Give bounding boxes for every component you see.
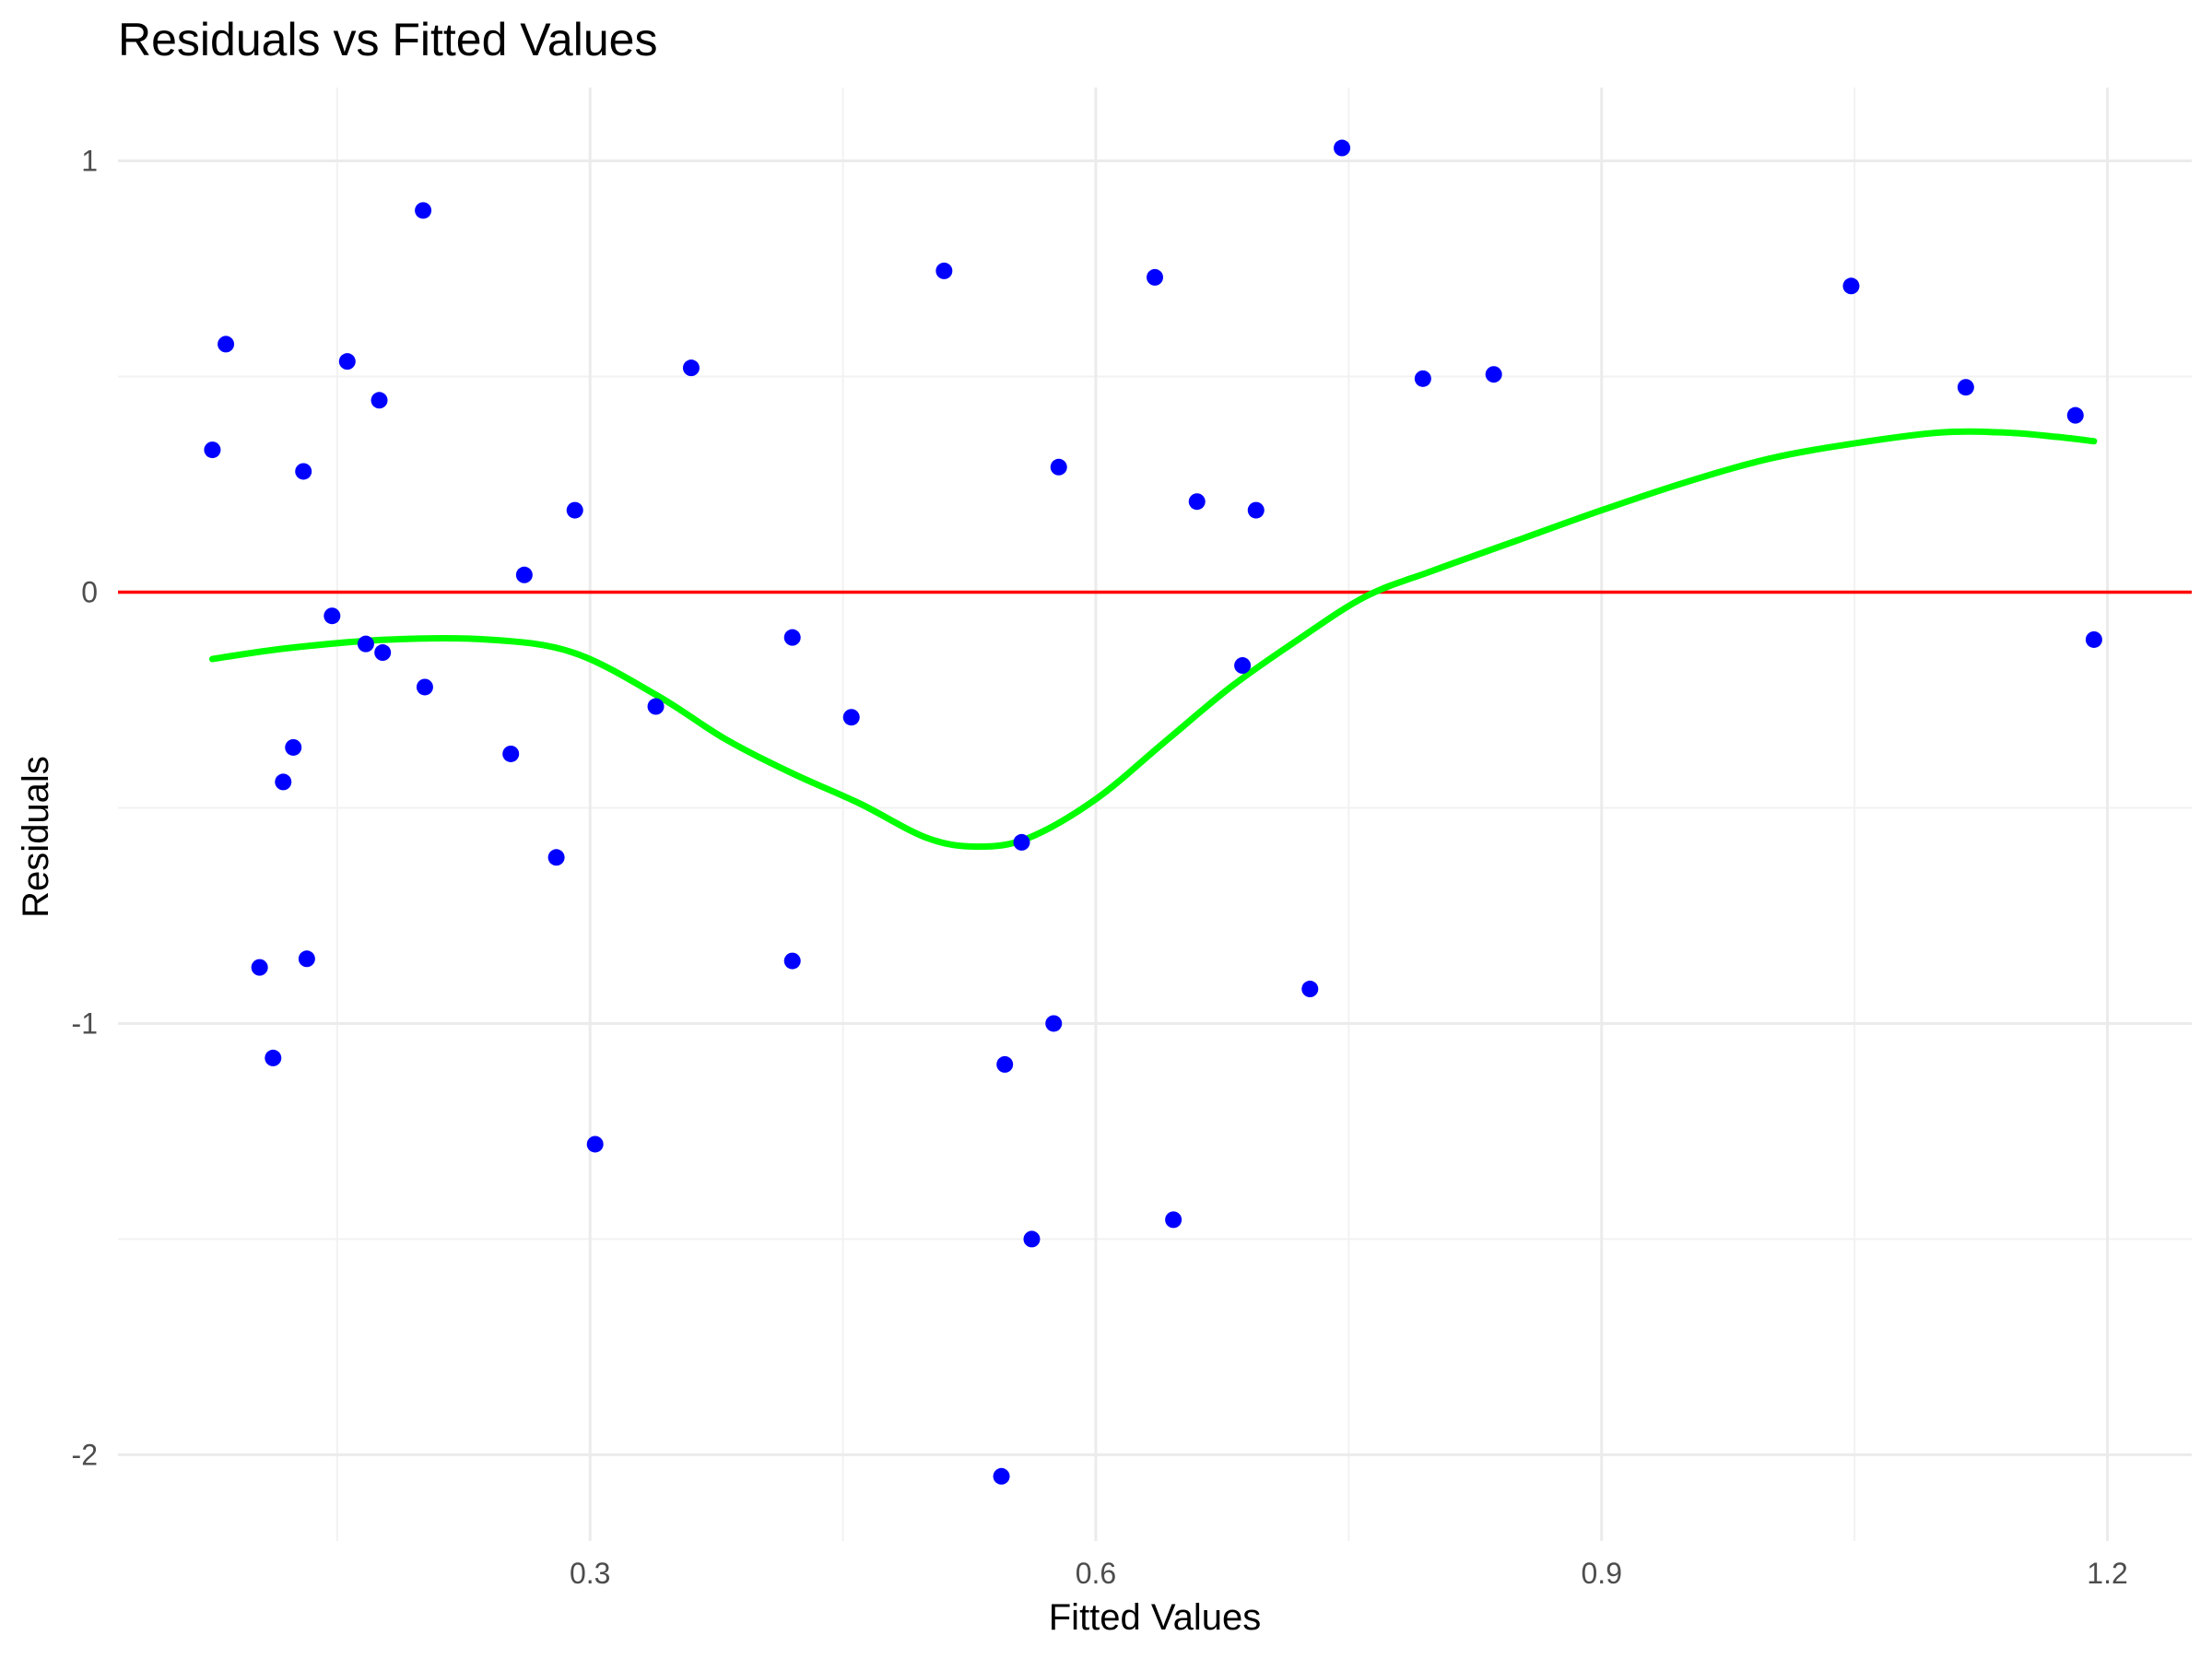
residual-point xyxy=(1247,501,1265,519)
residual-point xyxy=(285,738,302,756)
residual-point xyxy=(1414,370,1431,387)
residual-point xyxy=(783,952,801,970)
residual-point xyxy=(415,202,432,219)
residual-point xyxy=(324,607,341,625)
residual-point xyxy=(265,1049,282,1066)
residual-point xyxy=(566,501,583,519)
residual-point xyxy=(1301,981,1319,998)
residual-point xyxy=(2085,630,2102,648)
tick-labels: 0.3 0.6 0.9 1.2 -2 -1 0 1 xyxy=(72,145,2128,1590)
residual-point xyxy=(338,353,356,371)
residual-point xyxy=(298,950,315,968)
residual-point xyxy=(357,635,374,653)
residual-point xyxy=(204,441,221,459)
x-tick-label: 1.2 xyxy=(2087,1557,2127,1590)
residual-point xyxy=(371,392,388,409)
y-tick-label: 1 xyxy=(81,145,98,178)
smooth-trend-line xyxy=(208,428,2098,851)
smooth-line-group xyxy=(208,428,2098,851)
residual-point xyxy=(1165,1211,1182,1229)
residual-point xyxy=(1147,268,1163,286)
residual-point xyxy=(251,959,268,976)
y-tick-label: 0 xyxy=(81,576,98,609)
points-group xyxy=(204,139,2102,1485)
residual-point xyxy=(1188,493,1206,511)
residual-point xyxy=(993,1467,1010,1485)
residual-point xyxy=(295,463,312,480)
residual-point xyxy=(275,773,292,791)
residual-point xyxy=(1023,1230,1041,1248)
residual-point xyxy=(586,1135,604,1153)
y-axis-title: Residuals xyxy=(16,756,56,918)
residual-point xyxy=(935,262,953,279)
residual-point xyxy=(515,566,533,583)
x-tick-label: 0.6 xyxy=(1076,1557,1116,1590)
chart-title: Residuals vs Fitted Values xyxy=(118,14,657,65)
x-axis-title: Fitted Values xyxy=(1049,1597,1262,1638)
residual-point xyxy=(1050,458,1067,476)
residual-point xyxy=(996,1055,1014,1073)
x-tick-label: 0.3 xyxy=(570,1557,610,1590)
residual-point xyxy=(647,698,665,715)
residual-point xyxy=(1234,657,1252,675)
residual-point xyxy=(502,745,520,762)
residual-point xyxy=(218,335,235,353)
residual-point xyxy=(1842,277,1860,295)
y-tick-label: -1 xyxy=(72,1006,98,1040)
residual-point xyxy=(682,359,700,377)
residual-point xyxy=(374,644,392,662)
residual-point xyxy=(842,709,860,726)
residual-point xyxy=(1045,1015,1063,1032)
residual-point xyxy=(1485,366,1502,383)
y-tick-label: -2 xyxy=(72,1438,98,1471)
residual-point xyxy=(547,849,565,866)
residual-point xyxy=(1957,379,1974,396)
residual-point xyxy=(783,629,801,646)
residual-point xyxy=(416,678,433,696)
grid xyxy=(118,88,2192,1541)
residual-point xyxy=(1334,139,1351,157)
residual-point xyxy=(1013,833,1030,851)
residual-point xyxy=(2066,406,2084,424)
x-tick-label: 0.9 xyxy=(1582,1557,1622,1590)
